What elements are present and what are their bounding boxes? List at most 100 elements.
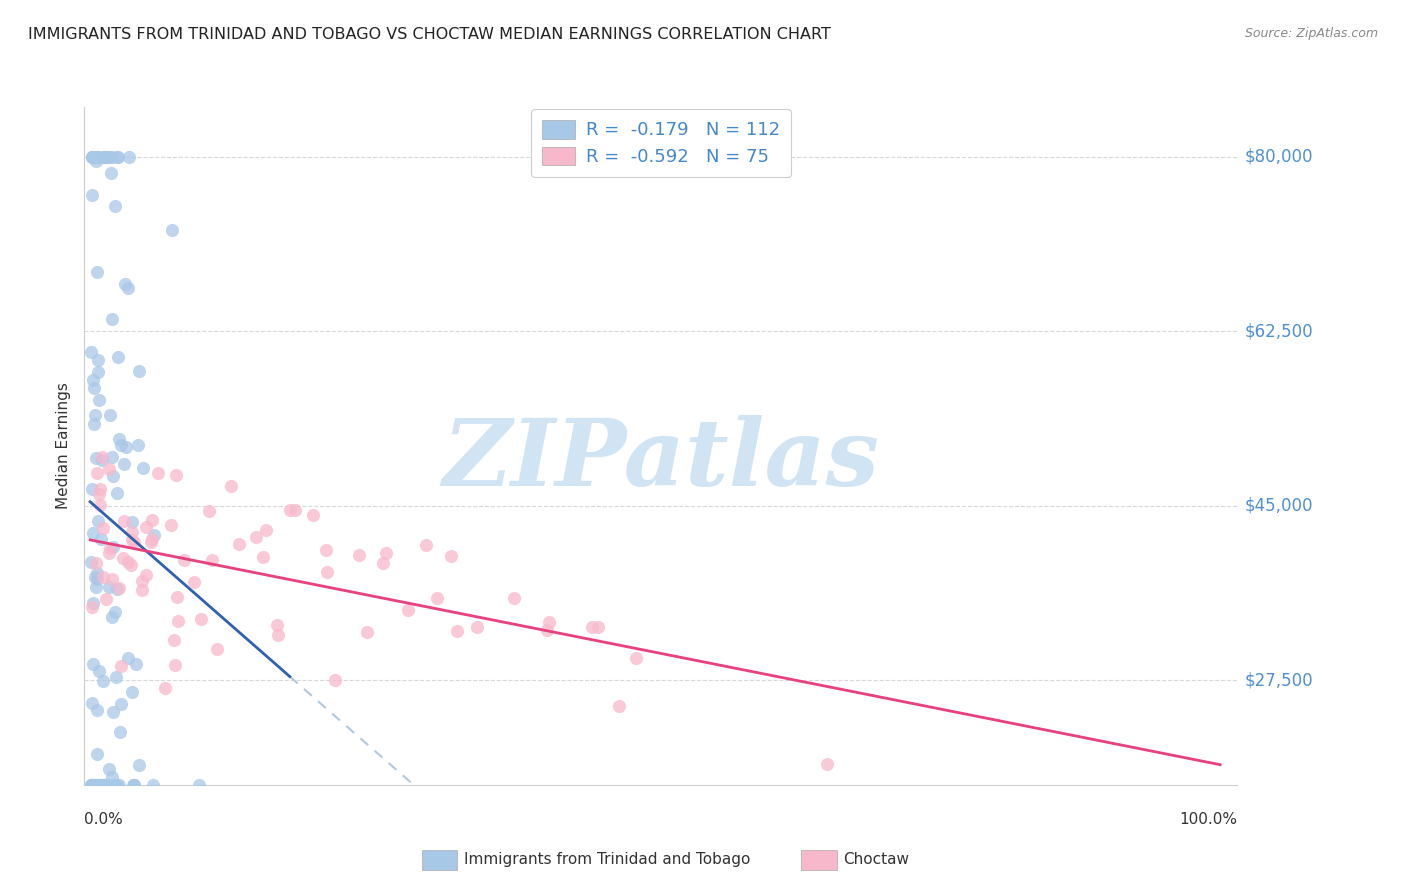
Point (190, 612, 212, 626)
Point (91, 520, 114, 534)
Point (396, 603, 419, 617)
Point (141, 532, 163, 546)
Point (107, 350, 129, 364)
Point (104, 605, 127, 619)
Point (122, 778, 145, 792)
Point (89, 778, 111, 792)
Point (426, 591, 449, 605)
Point (89, 392, 111, 407)
Point (183, 575, 205, 590)
Point (80, 778, 103, 792)
Point (94, 150, 117, 164)
Point (266, 617, 288, 632)
Point (121, 684, 143, 698)
Point (135, 568, 157, 582)
Text: IMMIGRANTS FROM TRINIDAD AND TOBAGO VS CHOCTAW MEDIAN EARNINGS CORRELATION CHART: IMMIGRANTS FROM TRINIDAD AND TOBAGO VS C… (28, 27, 831, 42)
Point (356, 625, 378, 640)
Point (446, 624, 468, 638)
Point (122, 778, 145, 792)
Point (373, 556, 395, 570)
Point (86, 572, 108, 586)
Point (101, 450, 124, 464)
Point (128, 758, 150, 772)
Point (91, 569, 114, 583)
Point (101, 778, 124, 792)
Point (82, 657, 104, 671)
Point (80, 696, 103, 710)
Point (86, 747, 108, 761)
Point (80, 778, 103, 792)
Point (80, 150, 103, 164)
Point (107, 778, 129, 792)
Point (167, 615, 190, 629)
Point (201, 553, 224, 567)
Point (159, 517, 181, 532)
Point (107, 150, 129, 164)
Point (105, 485, 128, 500)
Point (87, 365, 110, 379)
Text: Choctaw: Choctaw (844, 853, 910, 867)
Point (120, 558, 142, 573)
Point (84, 150, 107, 164)
Point (173, 553, 195, 567)
Point (139, 534, 162, 549)
Point (98, 408, 121, 422)
Point (86, 264, 108, 278)
Point (114, 514, 136, 528)
Point (108, 432, 131, 446)
Point (86, 150, 108, 164)
Point (83, 417, 105, 432)
Point (89, 482, 111, 496)
Point (83, 778, 105, 792)
Point (114, 440, 136, 454)
Point (122, 778, 145, 792)
Point (117, 556, 139, 570)
Point (131, 461, 153, 475)
Point (87, 778, 110, 792)
Point (82, 778, 104, 792)
Point (84, 408, 107, 422)
Point (98, 150, 121, 164)
Point (98, 580, 121, 594)
Point (97, 763, 120, 777)
Point (101, 468, 124, 483)
Point (465, 620, 488, 634)
Point (112, 458, 135, 472)
Point (101, 705, 124, 719)
Point (588, 620, 610, 634)
Point (100, 610, 122, 624)
Point (93, 778, 115, 792)
Point (82, 596, 104, 610)
Point (121, 524, 143, 539)
Point (165, 657, 187, 672)
Point (141, 513, 163, 527)
Point (107, 581, 129, 595)
Point (87, 150, 110, 164)
Point (83, 570, 105, 584)
Point (93, 778, 115, 792)
Point (252, 549, 274, 564)
Point (82, 778, 104, 792)
Point (121, 533, 143, 548)
Point (153, 681, 176, 695)
Point (128, 363, 150, 377)
Point (80, 150, 103, 164)
Point (110, 697, 132, 711)
Point (815, 756, 838, 771)
Point (89, 498, 111, 512)
Point (127, 438, 149, 452)
Point (502, 591, 524, 605)
Text: ZIPatlas: ZIPatlas (443, 415, 879, 505)
Point (83, 381, 105, 395)
Point (94, 150, 117, 164)
Point (83, 778, 105, 792)
Point (90, 778, 112, 792)
Point (118, 150, 141, 164)
Point (121, 516, 143, 530)
Point (110, 658, 132, 673)
Point (624, 651, 647, 665)
Point (440, 549, 463, 564)
Text: Immigrants from Trinidad and Tobago: Immigrants from Trinidad and Tobago (464, 853, 751, 867)
Point (80, 482, 103, 496)
Point (83, 150, 105, 164)
